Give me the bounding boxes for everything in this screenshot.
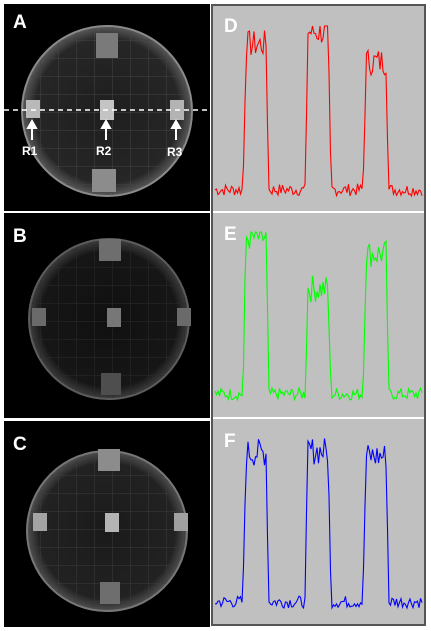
mri-image-a: A R1 R2 R3 — [4, 4, 210, 211]
roi-insert-r1 — [33, 513, 47, 531]
profile-trace-e — [214, 230, 423, 402]
profile-traces — [213, 25, 424, 610]
bottom-insert — [101, 373, 121, 395]
top-insert — [98, 449, 120, 471]
panel-label-e: E — [224, 224, 237, 245]
arrow-head-r2 — [100, 118, 112, 129]
roi-insert-r2 — [105, 513, 119, 532]
roi-insert-r3 — [174, 513, 188, 531]
roi-label-r2: R2 — [96, 144, 112, 158]
profile-trace-d — [214, 25, 423, 198]
panel-label-d: D — [224, 16, 238, 37]
roi-insert-r2 — [107, 308, 121, 327]
mri-image-c: C — [4, 421, 210, 627]
panel-label-c: C — [13, 434, 27, 455]
panel-label-b: B — [13, 226, 27, 247]
mri-image-b: B — [4, 213, 210, 418]
bottom-insert — [92, 169, 116, 192]
top-insert — [99, 239, 121, 261]
panel-label-f: F — [224, 431, 236, 452]
roi-insert-r3 — [177, 308, 191, 326]
bottom-insert — [100, 582, 120, 604]
mri-a-drawing — [4, 25, 210, 197]
top-insert — [96, 33, 118, 58]
arrow-head-r3 — [170, 118, 182, 129]
profile-trace-f — [215, 438, 423, 610]
roi-insert-r1 — [32, 308, 46, 326]
mri-b-drawing — [28, 238, 191, 400]
roi-arrows — [26, 118, 182, 140]
panel-label-a: A — [13, 12, 27, 33]
roi-insert-r1 — [26, 100, 40, 118]
arrow-head-r1 — [26, 118, 38, 129]
roi-label-r3: R3 — [167, 145, 183, 159]
roi-label-r1: R1 — [22, 144, 38, 158]
mri-c-drawing — [26, 449, 188, 612]
profile-plots: D E F — [211, 4, 426, 626]
